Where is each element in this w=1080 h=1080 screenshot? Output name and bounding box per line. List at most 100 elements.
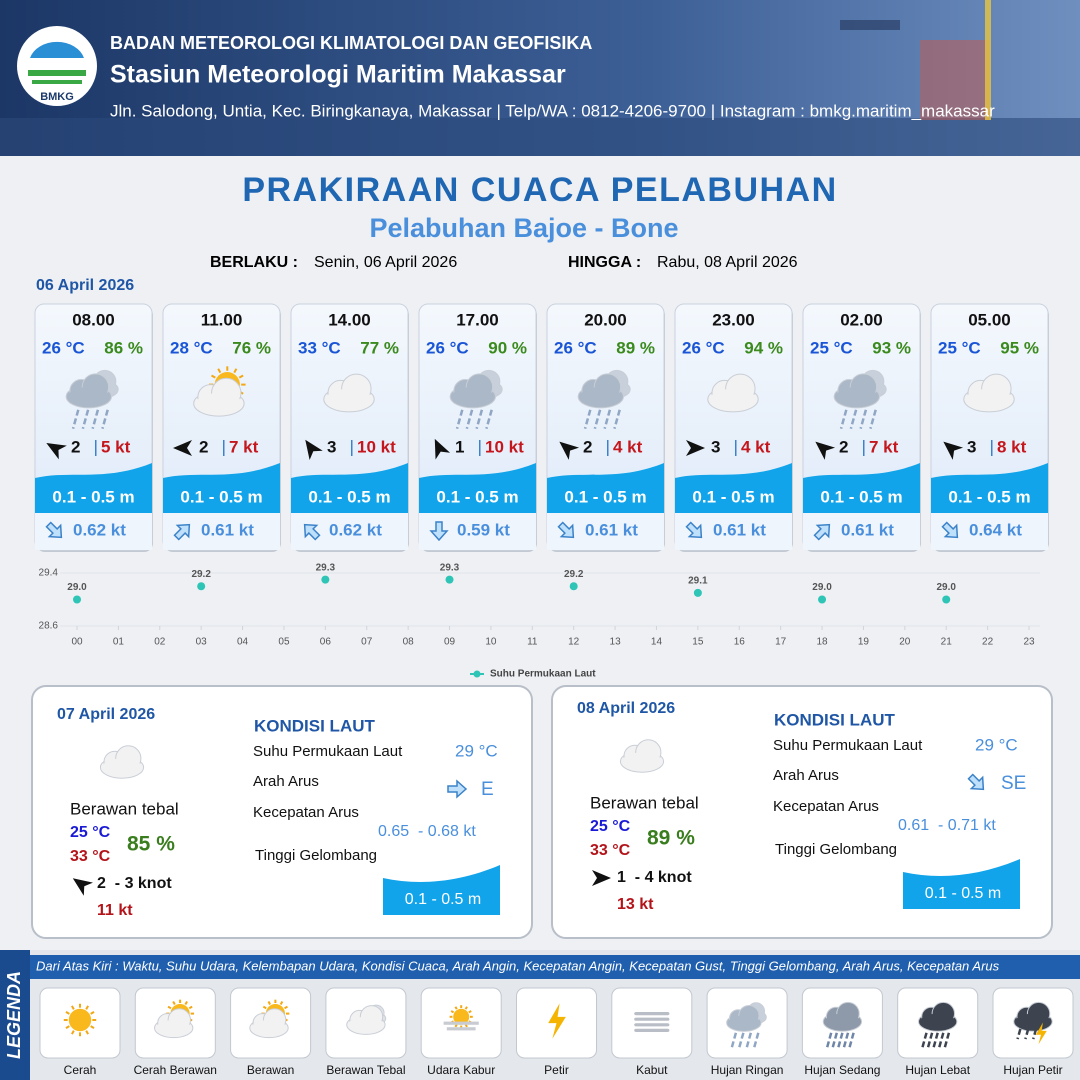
cloud [325,388,373,410]
wave-band [547,463,664,513]
wave-height: 0.1 - 0.5 m [925,885,1001,902]
weather-icon [65,369,119,430]
data-label: 29.2 [564,569,584,580]
time: 23.00 [712,310,755,329]
sun-ray [284,1005,288,1010]
sun-ray [172,1001,176,1005]
rain-drop [101,409,109,430]
rain-drop [603,409,612,430]
valid-from: Senin, 06 April 2026 [314,254,457,271]
sst-point [818,595,827,604]
wind-speed: 2 [71,437,80,456]
rain-drop [859,409,868,430]
haze [443,1021,479,1025]
legend-item-label: Udara Kabur [427,1063,495,1077]
current-arrow [303,523,321,541]
wind-speed: 3 [967,437,976,456]
rain-drop [849,409,858,430]
gust: 10 kt [485,437,524,456]
wave-band [35,463,152,513]
wave-band [419,463,536,513]
wave-band [383,865,500,915]
logo-text: BMKG [40,91,74,103]
current-arrow [941,521,959,539]
x-tick-label: 17 [775,637,787,648]
time: 02.00 [840,310,883,329]
sun-ray [65,1011,70,1015]
legend-item-label: Cerah [64,1063,97,1077]
humidity: 86 % [104,338,143,357]
sun-ray [450,1010,455,1014]
x-tick-label: 13 [610,637,622,648]
wave-height: 0.1 - 0.5 m [180,487,262,506]
legend-item-label: Hujan Petir [1003,1063,1062,1077]
day-humidity: 89 % [647,827,695,850]
haze [446,1027,476,1031]
wave-height: 0.1 - 0.5 m [308,487,390,506]
legend-item-label: Berawan Tebal [326,1063,405,1077]
weather-icon [822,1001,863,1048]
valid-to-label: HINGGA : [568,254,641,271]
sst-point [942,595,951,604]
weather-icon [449,369,503,430]
sst-label: Suhu Permukaan Laut [773,737,923,754]
data-label: 29.3 [440,562,460,573]
legend-description: Dari Atas Kiri : Waktu, Suhu Udara, Kele… [36,958,1000,973]
current-arrow [813,523,831,541]
x-tick-label: 12 [568,637,580,648]
current-arrow [45,521,63,539]
x-tick-label: 09 [444,637,456,648]
weather-icon [707,373,759,413]
x-tick-label: 00 [71,637,83,648]
current-dir-label: Arah Arus [253,773,319,790]
rain-drop [91,409,100,430]
sst-point [693,588,702,597]
sun-ray [188,1005,193,1010]
sun [453,1008,470,1025]
humidity: 76 % [232,338,271,357]
humidity: 90 % [488,338,527,357]
cloud [728,1015,760,1030]
time: 05.00 [968,310,1011,329]
data-label: 29.0 [812,582,832,593]
rain-drop [839,409,848,430]
sun-ray [90,1025,95,1029]
legend-item-label: Kabut [636,1063,668,1077]
weather-icon [323,373,375,413]
title: PRAKIRAAN CUACA PELABUHAN [242,171,837,209]
current-speed: 0.61 kt [201,520,254,539]
wind-arrow [559,441,580,460]
wind-arrow [686,440,705,456]
sst-point [197,582,206,591]
x-tick-label: 06 [320,637,332,648]
rain-drop [926,1032,934,1048]
day-gust: 11 kt [97,902,133,919]
wave-band [163,463,280,513]
day-wind: 2 - 3 knot [97,875,172,892]
rain-drop [1016,1028,1022,1040]
wave-height: 0.1 - 0.5 m [692,487,774,506]
sun-ray [233,368,238,374]
day-wind: 1 - 4 knot [617,869,692,886]
cloud [195,393,242,414]
data-label: 29.2 [191,569,211,580]
time: 11.00 [201,310,243,329]
lightning [548,1003,566,1039]
wind-arrow [434,438,451,460]
wave-label: Tinggi Gelombang [775,841,897,858]
current-speed: 0.59 kt [457,520,510,539]
sun-ray [217,368,222,374]
wind-arrow [592,870,611,886]
wave-band [675,463,792,513]
temp-max: 33 °C [590,842,631,859]
current-speed-range: 0.65 - 0.68 kt [378,823,476,840]
weather-icon [443,1005,479,1031]
x-tick-label: 11 [527,637,538,648]
rain-drop [825,1032,833,1048]
rain-drop [613,409,621,430]
day-box [31,685,533,939]
cloud [348,1016,384,1033]
x-tick-label: 15 [692,637,704,648]
y-tick-label: 28.6 [39,621,59,632]
sun-ray [267,1001,271,1005]
